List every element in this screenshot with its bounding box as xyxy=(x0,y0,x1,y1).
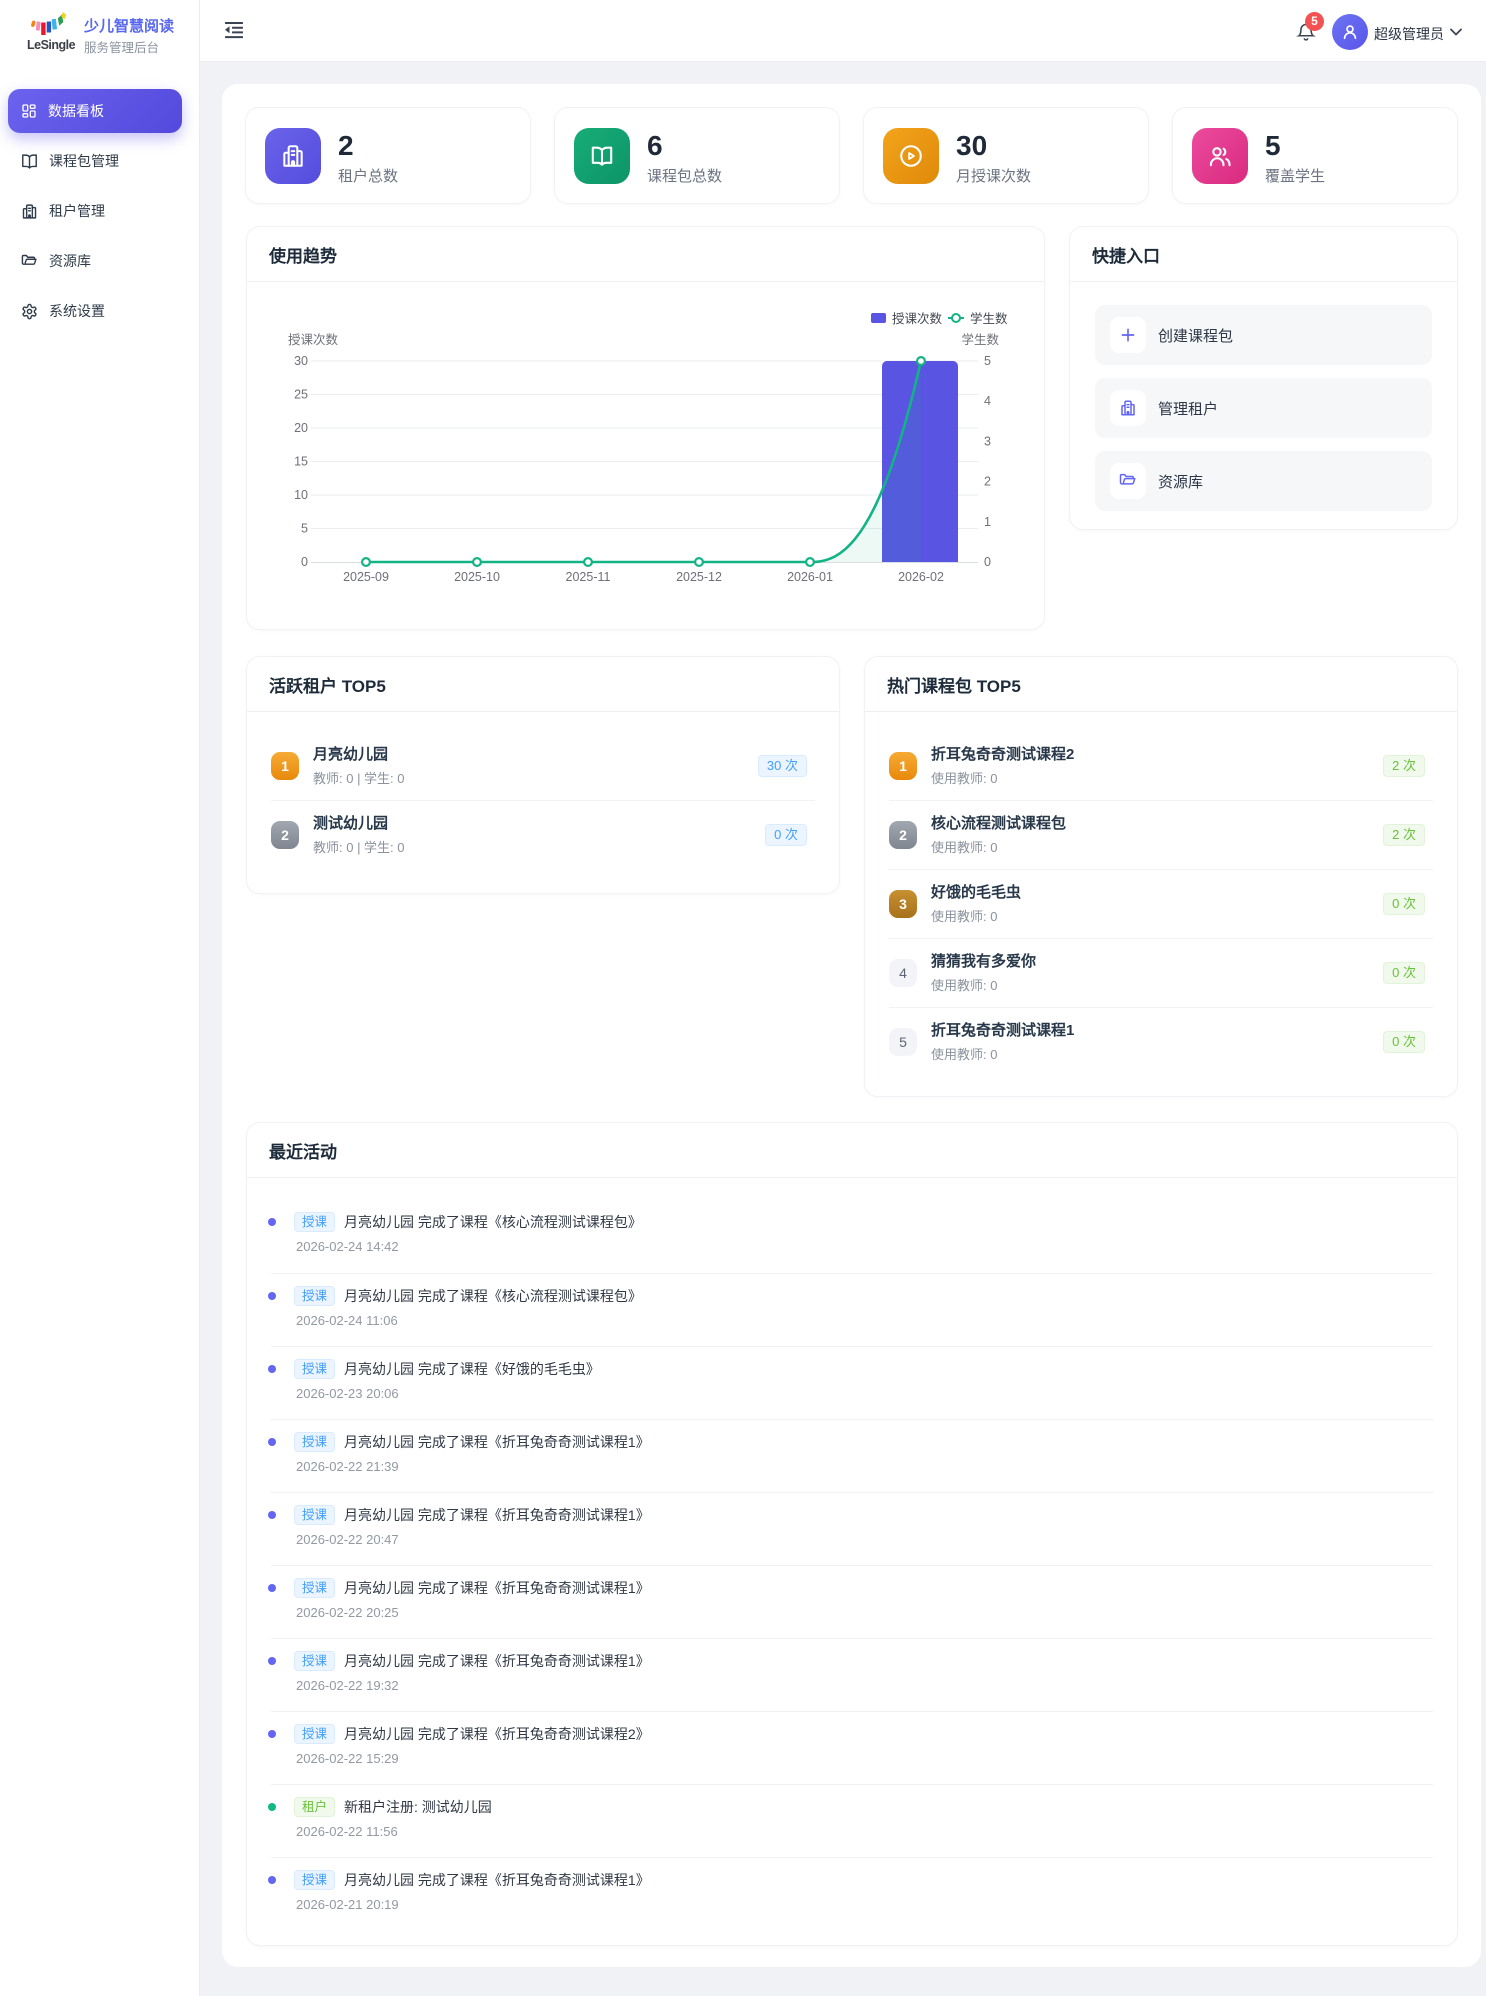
svg-text:2025-09: 2025-09 xyxy=(343,570,389,584)
svg-text:2025-11: 2025-11 xyxy=(566,570,611,584)
svg-text:2: 2 xyxy=(984,475,991,489)
svg-text:0: 0 xyxy=(301,555,308,569)
svg-text:3: 3 xyxy=(984,434,991,448)
svg-text:5: 5 xyxy=(301,522,308,536)
svg-text:20: 20 xyxy=(294,421,308,435)
svg-text:10: 10 xyxy=(294,488,308,502)
svg-text:30: 30 xyxy=(294,354,308,368)
svg-text:5: 5 xyxy=(984,354,991,368)
svg-text:学生数: 学生数 xyxy=(970,311,1008,326)
svg-text:25: 25 xyxy=(294,388,308,402)
svg-text:2026-02: 2026-02 xyxy=(898,570,944,584)
svg-text:15: 15 xyxy=(294,455,308,469)
svg-text:4: 4 xyxy=(984,394,991,408)
svg-text:1: 1 xyxy=(984,515,991,529)
svg-text:授课次数: 授课次数 xyxy=(892,311,943,326)
svg-text:2026-01: 2026-01 xyxy=(787,570,833,584)
svg-text:2025-10: 2025-10 xyxy=(454,570,500,584)
svg-text:授课次数: 授课次数 xyxy=(288,332,339,347)
svg-text:0: 0 xyxy=(984,555,991,569)
svg-text:2025-12: 2025-12 xyxy=(676,570,722,584)
svg-text:学生数: 学生数 xyxy=(961,332,999,347)
